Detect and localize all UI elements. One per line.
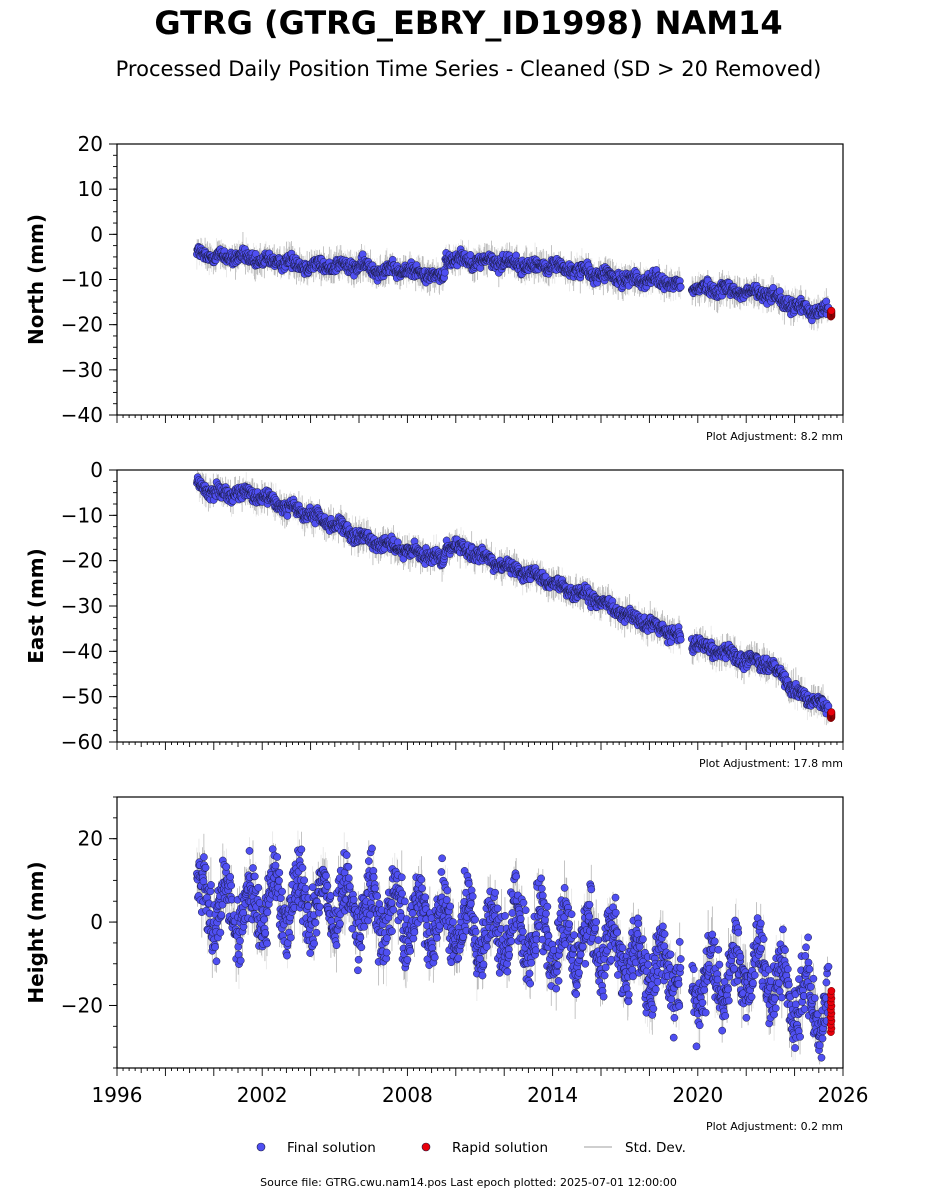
plot-area [193, 830, 836, 1065]
y-tick-label: −10 [61, 503, 103, 527]
final-point [466, 251, 475, 259]
plot-frame [116, 469, 844, 743]
final-point [775, 287, 784, 295]
page-subtitle: Processed Daily Position Time Series - C… [115, 57, 822, 81]
y-tick-label: −40 [61, 639, 103, 663]
y-axis-label: North (mm) [24, 214, 48, 345]
plot-adjustment-label: Plot Adjustment: 17.8 mm [699, 757, 843, 770]
east-panel: −60 −50 −40 −30 −20 −10 0 East (mm) Plot Adjustm… [24, 458, 844, 770]
y-axis: −60 −50 −40 −30 −20 −10 0 [61, 458, 117, 754]
rapid-point [827, 708, 836, 716]
y-tick-label: −20 [61, 313, 103, 337]
rapid-solution-points [827, 306, 836, 321]
y-tick-label: −20 [61, 549, 103, 573]
rapid-solution-points [827, 708, 836, 722]
y-tick-label: 0 [90, 458, 103, 482]
page-title: GTRG (GTRG_EBRY_ID1998) NAM14 [154, 4, 783, 42]
final-solution-points [193, 242, 833, 325]
stddev-bars [196, 231, 829, 332]
y-tick-label: −60 [61, 730, 103, 754]
final-solution-points [193, 473, 833, 718]
y-tick-label: −50 [61, 685, 103, 709]
y-tick-label: 20 [78, 132, 103, 156]
y-tick-label: 0 [90, 222, 103, 246]
plot-adjustment-label: Plot Adjustment: 8.2 mm [706, 430, 843, 443]
y-axis: −40 −30 −20 −10 0 10 20 [61, 132, 117, 427]
y-tick-label: −40 [61, 403, 103, 427]
rapid-point [827, 306, 836, 315]
y-tick-label: 10 [78, 177, 103, 201]
y-tick-label: −30 [61, 594, 103, 618]
y-axis-label: East (mm) [24, 548, 48, 664]
y-tick-label: −10 [61, 268, 103, 292]
x-axis [116, 742, 844, 750]
x-axis [116, 415, 844, 423]
final-point [441, 268, 449, 277]
final-point [824, 702, 833, 710]
final-point [676, 283, 685, 291]
final-point [676, 635, 685, 644]
final-point [283, 512, 292, 520]
y-tick-label: −30 [61, 358, 103, 382]
plot-area [193, 470, 836, 726]
plot-area [193, 231, 836, 332]
north-panel: −40 −30 −20 −10 0 10 20 North (mm) Plot Adjustme… [24, 132, 844, 443]
